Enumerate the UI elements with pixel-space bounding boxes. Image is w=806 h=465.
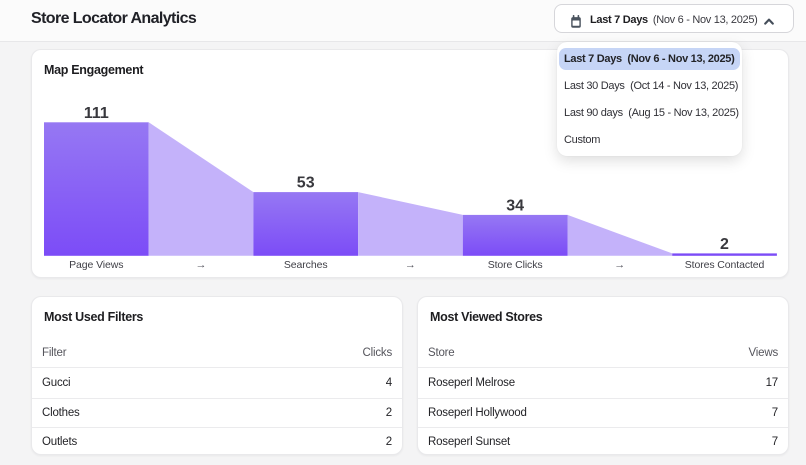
svg-text:→: → xyxy=(405,259,416,271)
svg-text:Stores Contacted: Stores Contacted xyxy=(685,259,765,271)
svg-text:53: 53 xyxy=(297,175,315,192)
svg-text:Searches: Searches xyxy=(284,259,328,271)
svg-text:2: 2 xyxy=(720,236,729,253)
svg-text:→: → xyxy=(614,259,625,271)
svg-text:Store Clicks: Store Clicks xyxy=(488,259,543,271)
svg-text:111: 111 xyxy=(84,105,109,122)
svg-text:34: 34 xyxy=(506,197,524,214)
svg-text:Page Views: Page Views xyxy=(69,259,123,271)
svg-text:→: → xyxy=(196,259,207,271)
